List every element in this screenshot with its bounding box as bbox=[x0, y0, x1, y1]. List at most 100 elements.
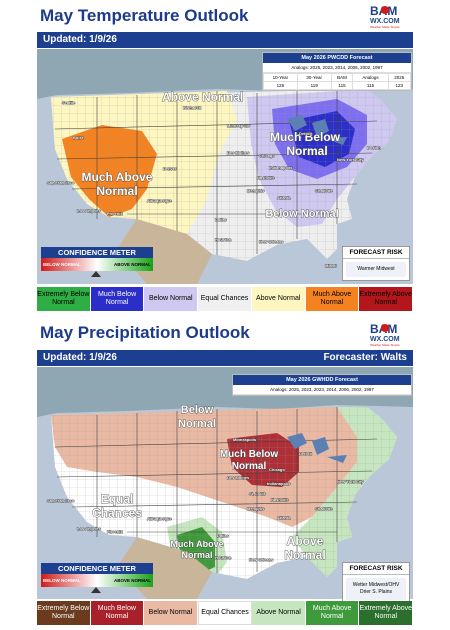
legend-cell: Much Below Normal bbox=[90, 287, 145, 311]
city-label: Dallas bbox=[215, 217, 228, 222]
confidence-gradient: BELOW NORMAL ABOVE NORMAL bbox=[41, 574, 153, 587]
confidence-right-label: ABOVE NORMAL bbox=[114, 262, 151, 267]
city-label: Dallas bbox=[217, 533, 230, 538]
city-label: New York City bbox=[337, 157, 364, 162]
city-label: Houston bbox=[215, 237, 232, 242]
temperature-outlook-panel: May Temperature Outlook BAM WX.COM Weath… bbox=[37, 3, 414, 311]
analog-table-title: May 2026 GWHDD Forecast bbox=[233, 375, 411, 385]
city-label: Indianapolis bbox=[267, 481, 291, 486]
legend-cell: Above Normal bbox=[252, 601, 306, 625]
temp-label-above-normal: Above Normal bbox=[162, 90, 243, 104]
city-label: Atlanta bbox=[277, 195, 291, 200]
confidence-pointer-icon bbox=[91, 271, 101, 277]
legend-cell: Extremely Above Normal bbox=[359, 287, 414, 311]
city-label: Boise bbox=[73, 135, 85, 140]
city-label: San Francisco bbox=[47, 180, 75, 185]
temperature-forecast-risk: FORECAST RISK Warmer Midwest bbox=[342, 246, 410, 281]
city-label: Nashville bbox=[257, 175, 275, 180]
city-label: Atlanta bbox=[277, 515, 291, 520]
analog-table-title: May 2026 PWCDD Forecast bbox=[263, 53, 411, 63]
city-label: Nashville bbox=[271, 497, 289, 502]
precip-label-below-2: Normal bbox=[178, 418, 216, 430]
city-label: New Orleans bbox=[259, 239, 284, 244]
city-label: Des Moines bbox=[227, 475, 250, 480]
forecast-risk-title: FORECAST RISK bbox=[343, 247, 409, 259]
temperature-confidence-meter: CONFIDENCE METER BELOW NORMAL ABOVE NORM… bbox=[41, 247, 153, 277]
city-label: Charlotte bbox=[315, 188, 333, 193]
precip-label-above-1: Above bbox=[287, 534, 324, 548]
precipitation-updated-bar: Updated: 1/9/26 Forecaster: Walts bbox=[37, 350, 413, 366]
precip-label-much-above-1: Much Above bbox=[170, 539, 223, 549]
precipitation-confidence-meter: CONFIDENCE METER BELOW NORMAL ABOVE NORM… bbox=[41, 563, 153, 593]
legend-cell: Much Above Normal bbox=[305, 601, 360, 625]
city-label: Detroit bbox=[299, 451, 313, 456]
confidence-left-label: BELOW NORMAL bbox=[43, 578, 81, 583]
precipitation-title: May Precipitation Outlook bbox=[40, 323, 250, 342]
city-label: Memphis bbox=[247, 188, 265, 193]
legend-cell: Extremely Above Normal bbox=[359, 601, 414, 625]
confidence-meter-title: CONFIDENCE METER bbox=[41, 247, 153, 258]
city-label: Los Angeles bbox=[77, 208, 101, 213]
bam-logo: BAM WX.COM Weather Made Simple bbox=[366, 3, 414, 31]
city-label: Memphis bbox=[247, 506, 265, 511]
legend-cell: Much Above Normal bbox=[305, 287, 360, 311]
precipitation-updated: Updated: 1/9/26 bbox=[43, 352, 117, 363]
temp-label-much-above-2: Normal bbox=[96, 184, 137, 198]
precipitation-forecast-risk: FORECAST RISK Wetter Midwest/OHV Drier S… bbox=[342, 562, 410, 604]
city-label: Minneapolis bbox=[233, 437, 257, 442]
legend-cell: Below Normal bbox=[144, 287, 199, 311]
city-label: Chicago bbox=[259, 153, 275, 158]
confidence-left-label: BELOW NORMAL bbox=[43, 262, 81, 267]
city-label: New York City bbox=[337, 479, 364, 484]
temperature-legend: Extremely Below Normal Much Below Normal… bbox=[37, 287, 414, 311]
forecast-risk-title: FORECAST RISK bbox=[343, 563, 409, 575]
precip-label-above-2: Normal bbox=[284, 548, 325, 562]
confidence-right-label: ABOVE NORMAL bbox=[114, 578, 151, 583]
legend-cell: Above Normal bbox=[251, 287, 306, 311]
city-label: Seattle bbox=[62, 100, 76, 105]
legend-cell: Equal Chances bbox=[197, 601, 253, 625]
temperature-updated: Updated: 1/9/26 bbox=[43, 34, 117, 45]
precip-label-below-1: Below bbox=[181, 404, 214, 416]
analog-years: Analogs: 2025, 2023, 2023, 2014, 2006, 2… bbox=[233, 385, 411, 395]
city-label: Des Moines bbox=[227, 150, 250, 155]
city-label: New Orleans bbox=[249, 557, 274, 562]
forecast-risk-value: Warmer Midwest bbox=[346, 262, 406, 277]
city-label: St. Louis bbox=[249, 491, 267, 496]
temp-city-labels: Seattle Boise Denver San Francisco Los A… bbox=[47, 100, 382, 269]
precipitation-analog-table: May 2026 GWHDD Forecast Analogs: 2025, 2… bbox=[232, 374, 412, 396]
svg-text:Weather Made Simple: Weather Made Simple bbox=[370, 25, 400, 29]
svg-text:WX.COM: WX.COM bbox=[370, 336, 400, 343]
city-label: Indianapolis bbox=[269, 165, 293, 170]
temp-label-much-above-1: Much Above bbox=[82, 170, 153, 184]
city-label: Albuquerque bbox=[147, 198, 172, 203]
city-label: Bismarck bbox=[183, 105, 202, 110]
temp-label-much-below-2: Normal bbox=[286, 144, 327, 158]
temperature-analog-table: May 2026 PWCDD Forecast Analogs: 2025, 2… bbox=[262, 52, 412, 91]
city-label: Phoenix bbox=[107, 211, 123, 216]
confidence-meter-title: CONFIDENCE METER bbox=[41, 563, 153, 574]
bam-logo: BAM WX.COM Weather Made Simple bbox=[366, 321, 414, 349]
city-label: Boston bbox=[367, 145, 381, 150]
precipitation-map: Below Normal Much Below Normal Equal Cha… bbox=[37, 367, 413, 599]
precipitation-legend: Extremely Below Normal Much Below Normal… bbox=[37, 601, 414, 625]
legend-cell: Extremely Below Normal bbox=[37, 287, 91, 311]
city-label: San Francisco bbox=[47, 498, 75, 503]
analog-values-table: 10-Year 30-Year BAM Analogs 2025 126 119… bbox=[263, 73, 412, 90]
analog-years: Analogs: 2025, 2023, 2014, 2006, 2002, 1… bbox=[263, 63, 411, 73]
city-label: Denver bbox=[163, 166, 177, 171]
city-label: Los Angeles bbox=[77, 526, 101, 531]
legend-cell: Equal Chances bbox=[198, 287, 252, 311]
precip-label-equal-2: Chances bbox=[92, 506, 142, 520]
forecast-risk-value: Wetter Midwest/OHV Drier S. Plains bbox=[346, 578, 406, 600]
legend-cell: Much Below Normal bbox=[90, 601, 145, 625]
confidence-gradient: BELOW NORMAL ABOVE NORMAL bbox=[41, 258, 153, 271]
precipitation-forecaster: Forecaster: Walts bbox=[323, 352, 407, 363]
precip-city-labels: Minneapolis Des Moines Chicago Indianapo… bbox=[47, 437, 365, 563]
city-label: Albuquerque bbox=[147, 516, 172, 521]
city-label: Chicago bbox=[269, 467, 285, 472]
precip-label-much-below-1: Much Below bbox=[220, 449, 279, 460]
precip-label-much-above-2: Normal bbox=[181, 550, 212, 560]
temp-label-much-below-1: Much Below bbox=[270, 130, 341, 144]
legend-cell: Below Normal bbox=[144, 601, 198, 625]
